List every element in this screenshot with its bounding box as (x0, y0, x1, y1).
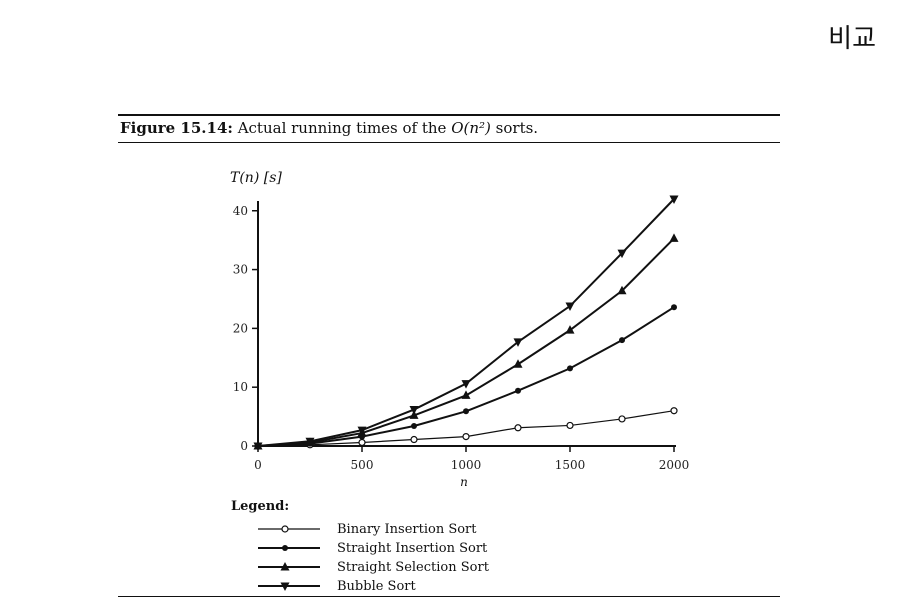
data-point (461, 380, 471, 389)
legend-item: Straight Selection Sort (258, 560, 490, 575)
data-point (358, 438, 366, 447)
caption-text-end: sorts. (495, 119, 539, 137)
data-point (618, 415, 626, 423)
data-point (462, 432, 470, 441)
legend-item: Bubble Sort (258, 579, 416, 594)
data-point (411, 423, 417, 430)
data-point (514, 424, 522, 432)
caption-bottom-rule (118, 142, 780, 143)
data-point (253, 442, 263, 451)
data-point (619, 337, 625, 344)
legend-marker (280, 582, 290, 591)
data-point (513, 338, 523, 347)
y-tick-label: 20 (233, 321, 248, 335)
x-tick-label: 1000 (451, 458, 482, 472)
y-tick-label: 10 (233, 380, 248, 394)
series-straight-insertion-sort (255, 304, 677, 449)
y-tick-label: 0 (240, 439, 248, 453)
x-axis-label: n (460, 475, 468, 489)
y-tick-label: 30 (233, 263, 248, 277)
caption-text-start: Actual running times of the (237, 119, 447, 137)
legend-label: Bubble Sort (337, 579, 416, 594)
x-tick-label: 500 (351, 458, 374, 472)
x-tick-label: 0 (254, 458, 262, 472)
legend-label: Straight Insertion Sort (337, 541, 488, 556)
x-tick-label: 2000 (659, 458, 690, 472)
data-point (463, 408, 469, 415)
data-point (670, 407, 678, 415)
series-line-straight-insertion-sort (257, 306, 675, 447)
data-point (669, 233, 679, 242)
data-point (617, 249, 627, 259)
caption-top-rule (118, 114, 780, 116)
data-point (461, 390, 471, 399)
data-point (565, 325, 575, 334)
x-tick-label: 1500 (555, 458, 586, 472)
data-point (410, 435, 418, 444)
data-point (409, 410, 419, 419)
legend-label: Straight Selection Sort (337, 560, 490, 575)
data-point (617, 285, 627, 295)
caption-math: O(n²) (451, 119, 491, 137)
data-point (357, 426, 367, 436)
data-point (669, 195, 679, 204)
data-point (515, 387, 521, 394)
legend-label: Binary Insertion Sort (337, 522, 477, 537)
legend-marker (280, 562, 290, 571)
figure-number: Figure 15.14: (120, 119, 233, 137)
legend-marker (282, 545, 288, 551)
legend-item: Binary Insertion Sort (258, 522, 477, 537)
data-point (671, 304, 677, 311)
legend-marker (281, 525, 289, 533)
legend-item: Straight Insertion Sort (258, 541, 488, 556)
data-point (566, 421, 574, 430)
y-axis-label: T(n) [s] (230, 170, 282, 186)
corner-label: 비교 (828, 24, 876, 54)
data-point (409, 406, 419, 415)
y-tick-label: 40 (233, 204, 248, 218)
data-point (513, 359, 523, 368)
series-line-straight-selection-sort (257, 237, 675, 447)
legend-title: Legend: (231, 499, 289, 514)
data-point (565, 302, 575, 312)
figure-bottom-rule (118, 596, 780, 597)
series-bubble-sort (253, 195, 679, 451)
figure-caption: Figure 15.14: Actual running times of th… (120, 119, 538, 137)
series-straight-selection-sort (253, 233, 679, 450)
data-point (567, 365, 573, 372)
data-point (305, 437, 315, 447)
